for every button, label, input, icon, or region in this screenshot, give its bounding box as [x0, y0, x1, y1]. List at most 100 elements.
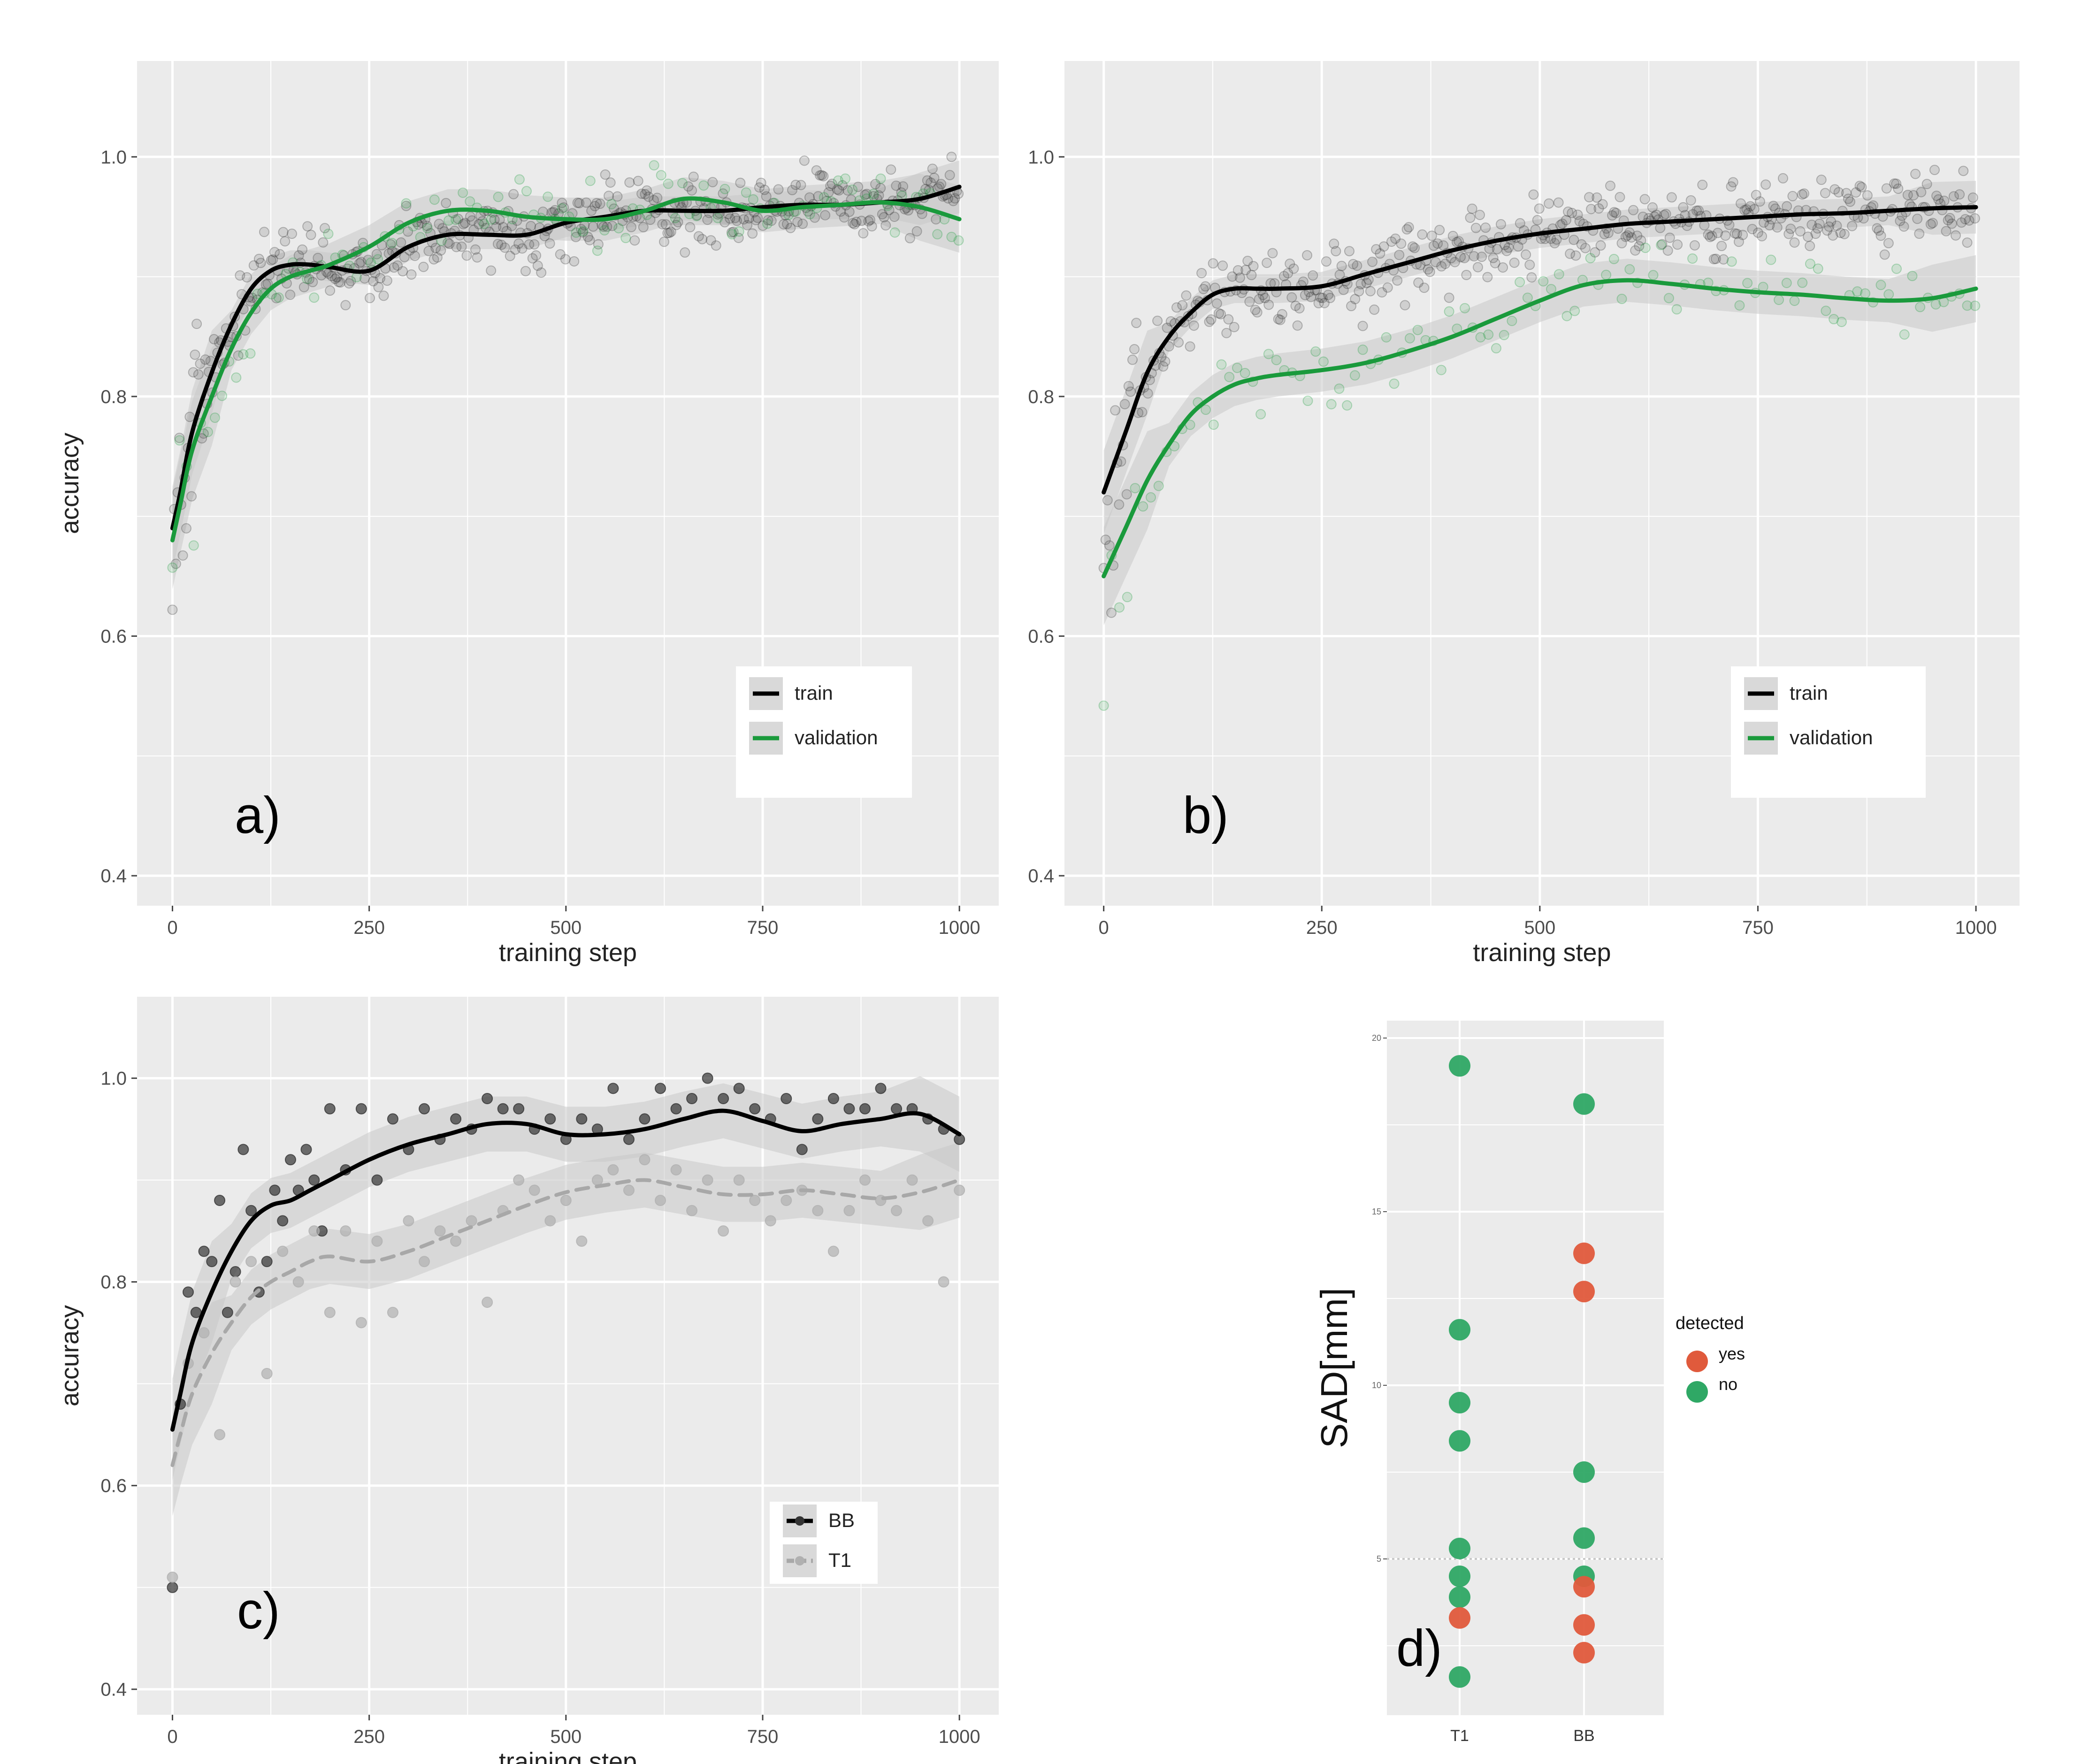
data-point-BB [796, 1144, 808, 1155]
data-point-train [856, 215, 867, 226]
data-point-train [1927, 218, 1938, 229]
data-point-validation [1601, 269, 1612, 280]
data-point-train [944, 170, 955, 181]
data-point-train [719, 217, 730, 228]
data-point-train [1526, 272, 1537, 283]
data-point-train [1394, 250, 1405, 260]
data-point-train [1110, 405, 1121, 416]
data-point-train [398, 266, 408, 277]
data-point-train [517, 243, 528, 254]
data-point-train [429, 254, 439, 265]
data-point-train [1908, 190, 1919, 201]
data-point-train [242, 272, 253, 283]
data-point-validation [1546, 284, 1557, 295]
data-point-train [1616, 238, 1627, 249]
confidence-ribbon [172, 1076, 960, 1481]
data-point-train [430, 243, 441, 253]
data-point-validation [1883, 289, 1894, 300]
data-point-train [1208, 258, 1218, 269]
data-point-train [233, 350, 244, 361]
legend-label-no: no [1719, 1375, 1737, 1394]
data-point-train [1914, 229, 1925, 239]
data-point-train [659, 237, 670, 247]
data-point-train [1240, 265, 1251, 275]
data-point-train [652, 192, 663, 203]
data-point-train [1962, 237, 1973, 248]
data-point-validation [217, 390, 228, 401]
y-tick-label: 0.8 [1028, 387, 1054, 407]
panel-label: c) [237, 1582, 280, 1640]
data-point-train [953, 188, 964, 199]
data-point-BB [513, 1103, 525, 1115]
data-point-train [1820, 188, 1830, 199]
data-point-train [1586, 204, 1597, 214]
legend-point-BB [795, 1516, 804, 1526]
data-point-train [340, 300, 351, 311]
data-point-train [1286, 292, 1297, 303]
data-point-train [1731, 229, 1742, 239]
data-point-train [396, 237, 406, 248]
data-point-train [472, 252, 482, 263]
data-point-train [1678, 202, 1689, 213]
data-point-T1-no [1449, 1392, 1470, 1413]
data-point-validation [1781, 277, 1792, 288]
data-point-train [1639, 194, 1650, 205]
data-point-validation [712, 213, 723, 223]
data-point-train [1204, 316, 1215, 327]
data-point-train [1795, 226, 1806, 237]
data-point-train [451, 242, 462, 252]
data-point-validation [1436, 365, 1446, 375]
data-point-train [926, 177, 936, 188]
data-point-T1 [292, 1276, 304, 1288]
data-point-train [607, 221, 618, 231]
y-tick-label: 0.8 [100, 387, 127, 407]
data-point-train [1365, 286, 1376, 297]
data-point-train [304, 274, 314, 284]
data-point-train [1609, 207, 1620, 218]
data-point-train [401, 200, 412, 211]
data-point-train [1213, 308, 1224, 319]
data-point-BB-yes [1573, 1281, 1595, 1303]
data-point-train [1100, 535, 1111, 545]
data-point-train [1444, 292, 1454, 303]
y-tick-label: 0.6 [100, 626, 127, 647]
data-point-train [1438, 240, 1449, 251]
data-point-train [1655, 222, 1666, 233]
data-point-train [1946, 218, 1957, 229]
data-point-train [1929, 165, 1940, 176]
x-tick-label: 750 [1742, 917, 1774, 938]
data-point-validation [245, 348, 256, 359]
data-point-train [761, 191, 772, 202]
data-point-BB [371, 1174, 383, 1186]
data-point-train [1772, 222, 1783, 233]
data-point-validation [1734, 300, 1745, 311]
data-point-train [436, 245, 446, 256]
data-point-train [853, 182, 864, 192]
data-point-validation [543, 191, 553, 202]
data-point-train [1369, 304, 1380, 315]
data-point-train [1446, 253, 1456, 264]
data-point-validation [493, 191, 504, 202]
data-point-train [1812, 223, 1823, 234]
data-point-train [333, 276, 344, 287]
data-point-train [1549, 238, 1560, 249]
data-point-train [1636, 235, 1646, 246]
data-point-train [574, 198, 585, 208]
data-point-train [797, 219, 808, 229]
data-point-train [1498, 262, 1508, 273]
data-point-validation [365, 257, 376, 268]
data-point-train [1651, 209, 1662, 220]
data-point-train [1893, 183, 1904, 194]
data-point-train [1661, 208, 1671, 219]
data-point-train [1685, 195, 1696, 206]
data-point-train [750, 215, 761, 226]
data-point-train [1664, 232, 1675, 243]
data-point-train [1969, 213, 1980, 224]
data-point-train [1477, 252, 1487, 262]
data-point-train [1789, 237, 1800, 248]
data-point-train [1572, 209, 1583, 220]
data-point-train [1173, 337, 1184, 348]
data-point-validation [649, 160, 659, 171]
data-point-train [1805, 241, 1815, 252]
data-point-validation [351, 272, 362, 283]
